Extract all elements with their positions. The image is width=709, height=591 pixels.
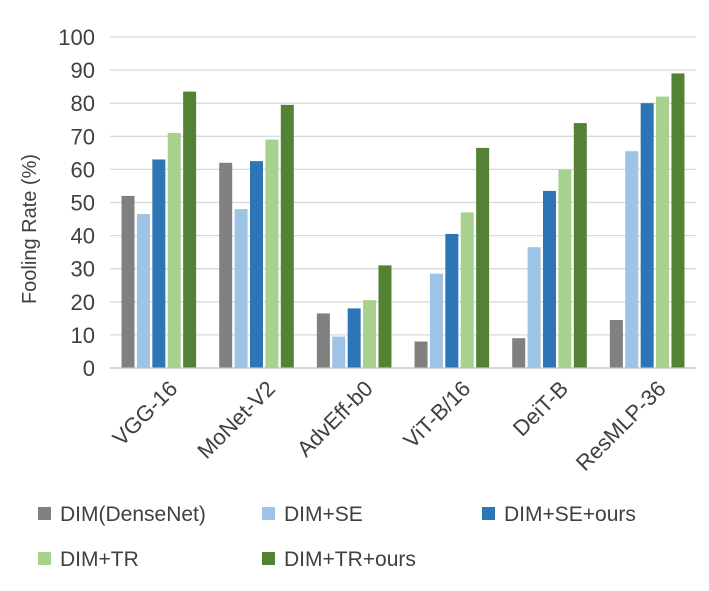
bar <box>121 195 135 368</box>
y-tick-label: 40 <box>71 224 95 249</box>
bar <box>347 308 361 368</box>
category-label: ViT-B/16 <box>398 376 475 453</box>
bar <box>152 159 166 368</box>
bar <box>460 212 474 368</box>
bar <box>573 123 587 368</box>
bar <box>250 161 263 368</box>
legend-swatch <box>262 507 275 520</box>
legend-swatch <box>482 507 495 520</box>
y-tick-label: 50 <box>71 191 95 216</box>
bar <box>445 233 459 368</box>
legend-item: DIM+TR+ours <box>262 548 416 571</box>
bar <box>476 147 490 368</box>
gridlines <box>110 36 696 336</box>
legend-item: DIM+SE <box>262 503 363 526</box>
y-tick-label: 0 <box>83 356 95 381</box>
legend-label: DIM+TR+ours <box>284 548 416 571</box>
category-labels: VGG-16 MoNet-V2 AdvEff-b0 ViT-B/16 DeiT-BRes… <box>108 376 671 476</box>
y-tick-label: 60 <box>71 157 95 182</box>
bar <box>671 73 685 368</box>
category-label: ResMLP-36 <box>571 376 671 476</box>
category-label: DeiT-B <box>508 376 573 441</box>
legend-label: DIM+SE <box>284 503 363 526</box>
bar <box>363 300 377 368</box>
bar <box>332 336 346 368</box>
legend-swatch <box>262 552 275 565</box>
legend-label: DIM+TR <box>60 548 139 571</box>
bar <box>234 209 248 368</box>
y-tick-label: 30 <box>71 257 95 282</box>
legend-swatch <box>38 507 51 520</box>
legend: DIM(DenseNet) DIM+SE DIM+SE+ours DIM+TR DIM+… <box>38 503 636 571</box>
bar <box>543 190 556 368</box>
bar <box>625 151 639 368</box>
legend-label: DIM+SE+ours <box>504 503 636 526</box>
legend-swatch <box>38 552 51 565</box>
bar <box>640 103 654 368</box>
category-label: VGG-16 <box>108 376 183 451</box>
y-tick-labels: 0 10 20 30 40 50 60 70 80 90 100 <box>58 25 95 381</box>
legend-label: DIM(DenseNet) <box>60 503 206 526</box>
legend-item: DIM(DenseNet) <box>38 503 206 526</box>
bar <box>167 132 181 368</box>
category-label: MoNet-V2 <box>192 376 280 464</box>
bar <box>656 96 670 368</box>
y-tick-label: 70 <box>71 124 95 149</box>
y-tick-label: 90 <box>71 58 95 83</box>
legend-item: DIM+SE+ours <box>482 503 636 526</box>
bar <box>414 341 428 368</box>
y-tick-label: 10 <box>71 323 95 348</box>
y-tick-label: 80 <box>71 91 95 116</box>
y-tick-label: 100 <box>58 25 95 50</box>
bar <box>429 273 443 368</box>
y-axis-label: Fooling Rate (%) <box>19 154 41 304</box>
bar <box>136 214 150 368</box>
bars <box>121 73 685 369</box>
bar <box>265 139 279 368</box>
bar <box>183 91 197 369</box>
legend-item: DIM+TR <box>38 548 139 571</box>
category-label: AdvEff-b0 <box>292 376 378 462</box>
bar <box>527 247 541 368</box>
bar <box>378 265 392 368</box>
bar <box>219 162 233 368</box>
bar <box>558 169 572 368</box>
bar <box>512 338 526 368</box>
bar <box>609 320 623 368</box>
y-tick-label: 20 <box>71 290 95 315</box>
bar <box>280 104 294 368</box>
bar <box>316 313 330 368</box>
